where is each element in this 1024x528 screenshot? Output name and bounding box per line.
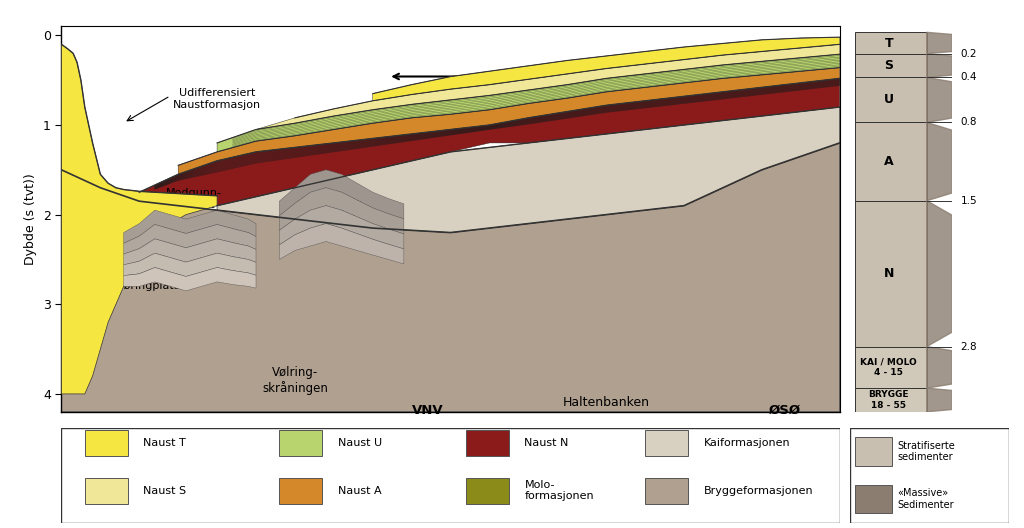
Y-axis label: Dybde (s (tvt)): Dybde (s (tvt)) [25,173,38,265]
Bar [855,201,927,346]
Text: Stratifiserte
sedimenter: Stratifiserte sedimenter [897,441,955,462]
Text: T: T [885,36,893,50]
Text: 2.8: 2.8 [961,342,977,352]
Text: Haltenbanken: Haltenbanken [563,397,649,409]
Polygon shape [927,201,952,346]
Text: Kanten på
Vøringplatået: Kanten på Vøringplatået [117,266,193,291]
Polygon shape [927,122,952,201]
Text: Modgunn-
hvelvet: Modgunn- hvelvet [166,188,222,210]
Bar [855,437,892,466]
Polygon shape [139,78,840,206]
Text: 0.8: 0.8 [961,117,977,127]
Polygon shape [124,210,256,243]
Text: U: U [884,93,894,107]
Polygon shape [927,388,952,412]
Bar [280,430,323,456]
Text: Vølring-
skråningen: Vølring- skråningen [262,365,328,395]
Polygon shape [124,253,256,277]
Text: VNV: VNV [412,404,443,417]
Text: BRYGGE
18 - 55: BRYGGE 18 - 55 [868,390,909,410]
Bar [855,346,927,388]
Bar [855,485,892,513]
Text: Naust A: Naust A [338,486,381,496]
Text: Naust N: Naust N [524,438,569,448]
Polygon shape [61,44,217,394]
Polygon shape [280,223,403,264]
Polygon shape [217,54,840,152]
Text: «Massive»
Sedimenter: «Massive» Sedimenter [897,488,954,510]
Text: Naust U: Naust U [338,438,382,448]
Bar [645,477,688,504]
Bar [855,122,927,201]
Polygon shape [61,143,840,412]
Bar [855,78,927,122]
Polygon shape [927,32,952,54]
Bar [855,54,927,78]
Text: Naust S: Naust S [143,486,186,496]
Text: Molo-
formasjonen: Molo- formasjonen [524,480,594,502]
Text: 0.2: 0.2 [961,49,977,59]
Polygon shape [927,346,952,388]
Bar [855,388,927,412]
Bar [466,430,509,456]
Text: 1.5: 1.5 [961,196,977,206]
Text: KAI / MOLO
4 - 15: KAI / MOLO 4 - 15 [860,357,918,377]
Text: Udifferensiert
Naustformasjon: Udifferensiert Naustformasjon [173,88,261,110]
Polygon shape [124,224,256,254]
Polygon shape [178,68,840,174]
Text: Helland-
Hansen-
hvelvet: Helland- Hansen- hvelvet [318,196,365,229]
Polygon shape [927,78,952,122]
Bar [645,430,688,456]
Text: ØSØ: ØSØ [769,404,801,417]
Text: 50 km: 50 km [421,88,458,101]
Text: S: S [885,59,893,72]
Polygon shape [124,268,256,291]
Polygon shape [124,239,256,265]
Text: N: N [884,267,894,280]
Polygon shape [280,170,403,219]
Text: 0.4: 0.4 [961,72,977,82]
Polygon shape [217,107,840,232]
Polygon shape [256,44,840,129]
Polygon shape [927,54,952,78]
Bar [466,477,509,504]
Text: A: A [884,155,894,168]
Polygon shape [280,188,403,234]
Text: Naust T: Naust T [143,438,186,448]
Bar [85,430,128,456]
Polygon shape [280,206,403,249]
Bar [855,32,927,54]
Polygon shape [373,37,840,101]
Bar [85,477,128,504]
Text: Bryggeformasjonen: Bryggeformasjonen [703,486,813,496]
Text: Kaiformasjonen: Kaiformasjonen [703,438,791,448]
Bar [280,477,323,504]
